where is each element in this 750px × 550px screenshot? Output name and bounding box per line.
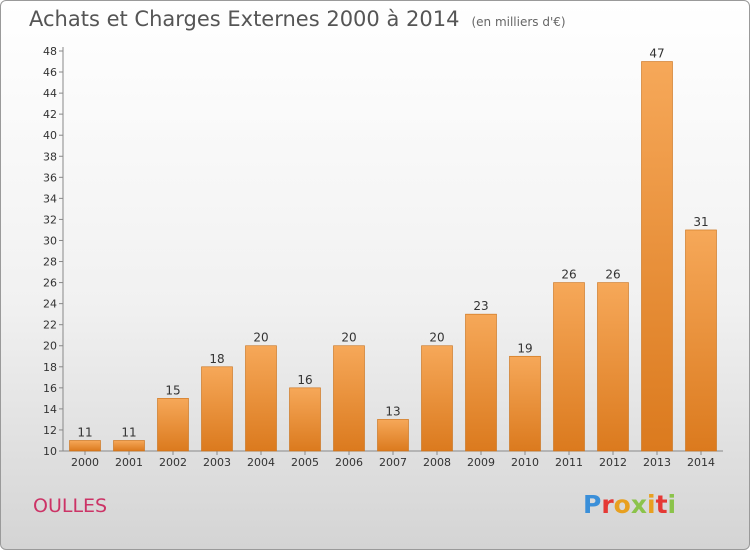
bar[interactable] bbox=[597, 282, 629, 452]
bar-value-label: 18 bbox=[209, 352, 224, 366]
x-tick-label: 2006 bbox=[335, 456, 363, 469]
y-tick-label: 44 bbox=[43, 87, 57, 100]
bar[interactable] bbox=[333, 345, 365, 452]
y-tick-label: 22 bbox=[43, 319, 57, 332]
x-tick-label: 2014 bbox=[687, 456, 715, 469]
x-axis: 2000 2001 2002 2003 2004 2005 2006 2007 2008 2009… bbox=[63, 450, 723, 469]
y-tick-label: 32 bbox=[43, 213, 57, 226]
bar[interactable] bbox=[201, 366, 233, 452]
x-tick-label: 2007 bbox=[379, 456, 407, 469]
bar[interactable] bbox=[289, 387, 321, 452]
bar-value-label: 31 bbox=[693, 215, 708, 229]
logo-letter: r bbox=[601, 490, 614, 519]
y-tick-label: 28 bbox=[43, 256, 57, 269]
logo-letter: t bbox=[655, 490, 668, 519]
bar-value-label: 26 bbox=[561, 268, 576, 282]
chart-title-text: Achats et Charges Externes 2000 à 2014 bbox=[29, 7, 460, 31]
logo-letter: o bbox=[613, 490, 631, 519]
x-tick-label: 2010 bbox=[511, 456, 539, 469]
bar[interactable] bbox=[465, 313, 497, 452]
x-tick-label: 2011 bbox=[555, 456, 583, 469]
logo-letter: P bbox=[583, 490, 602, 519]
proxiti-logo[interactable]: Proxiti bbox=[583, 490, 676, 519]
logo-letter: x bbox=[630, 490, 647, 519]
chart-unit: (en milliers d'€) bbox=[471, 15, 566, 29]
y-tick-label: 34 bbox=[43, 192, 57, 205]
y-tick-label: 30 bbox=[43, 234, 57, 247]
bar[interactable] bbox=[685, 229, 717, 452]
y-tick-label: 24 bbox=[43, 298, 57, 311]
bar[interactable] bbox=[421, 345, 453, 452]
bar[interactable] bbox=[245, 345, 277, 452]
y-tick-label: 26 bbox=[43, 277, 57, 290]
bar-value-label: 20 bbox=[253, 331, 268, 345]
bar-value-label: 23 bbox=[473, 299, 488, 313]
x-tick-label: 2003 bbox=[203, 456, 231, 469]
x-tick-label: 2001 bbox=[115, 456, 143, 469]
x-tick-label: 2008 bbox=[423, 456, 451, 469]
bar-value-label: 13 bbox=[385, 404, 400, 418]
y-tick-label: 20 bbox=[43, 340, 57, 353]
y-tick-label: 14 bbox=[43, 403, 57, 416]
y-tick-label: 42 bbox=[43, 108, 57, 121]
bar[interactable] bbox=[377, 419, 409, 452]
bar[interactable] bbox=[69, 440, 101, 452]
bar-value-label: 15 bbox=[165, 383, 180, 397]
bar-value-label: 20 bbox=[341, 331, 356, 345]
y-tick-label: 36 bbox=[43, 171, 57, 184]
chart-title: Achats et Charges Externes 2000 à 2014 (e… bbox=[29, 7, 566, 31]
bar-labels: 11 11 15 18 20 16 20 13 20 23 19 26 26 47 31 bbox=[77, 47, 708, 440]
bar-value-label: 26 bbox=[605, 268, 620, 282]
bar-value-label: 11 bbox=[121, 425, 136, 439]
logo-letter: i bbox=[667, 490, 677, 519]
x-tick-label: 2005 bbox=[291, 456, 319, 469]
bar[interactable] bbox=[113, 440, 145, 452]
x-tick-label: 2000 bbox=[71, 456, 99, 469]
y-axis: 10 12 14 16 18 20 22 24 26 28 30 32 34 36 38 40 42 44 46 48 bbox=[43, 45, 64, 458]
bar-value-label: 20 bbox=[429, 331, 444, 345]
bar[interactable] bbox=[509, 355, 541, 452]
bar-value-label: 11 bbox=[77, 425, 92, 439]
y-tick-label: 40 bbox=[43, 129, 57, 142]
y-tick-label: 38 bbox=[43, 150, 57, 163]
x-tick-label: 2004 bbox=[247, 456, 275, 469]
bar[interactable] bbox=[157, 398, 189, 452]
bar[interactable] bbox=[553, 282, 585, 452]
y-tick-label: 48 bbox=[43, 45, 57, 58]
logo-letter: i bbox=[647, 490, 656, 519]
x-tick-label: 2009 bbox=[467, 456, 495, 469]
y-tick-label: 12 bbox=[43, 424, 57, 437]
y-tick-label: 16 bbox=[43, 382, 57, 395]
bar[interactable] bbox=[641, 61, 673, 452]
bar-value-label: 47 bbox=[649, 47, 664, 61]
x-tick-label: 2012 bbox=[599, 456, 627, 469]
bars bbox=[69, 61, 717, 452]
bar-value-label: 16 bbox=[297, 373, 312, 387]
x-tick-label: 2013 bbox=[643, 456, 671, 469]
x-tick-label: 2002 bbox=[159, 456, 187, 469]
y-tick-label: 10 bbox=[43, 445, 57, 458]
y-tick-label: 46 bbox=[43, 66, 57, 79]
bar-value-label: 19 bbox=[517, 341, 532, 355]
commune-name: OULLES bbox=[33, 495, 108, 517]
y-tick-label: 18 bbox=[43, 361, 57, 374]
